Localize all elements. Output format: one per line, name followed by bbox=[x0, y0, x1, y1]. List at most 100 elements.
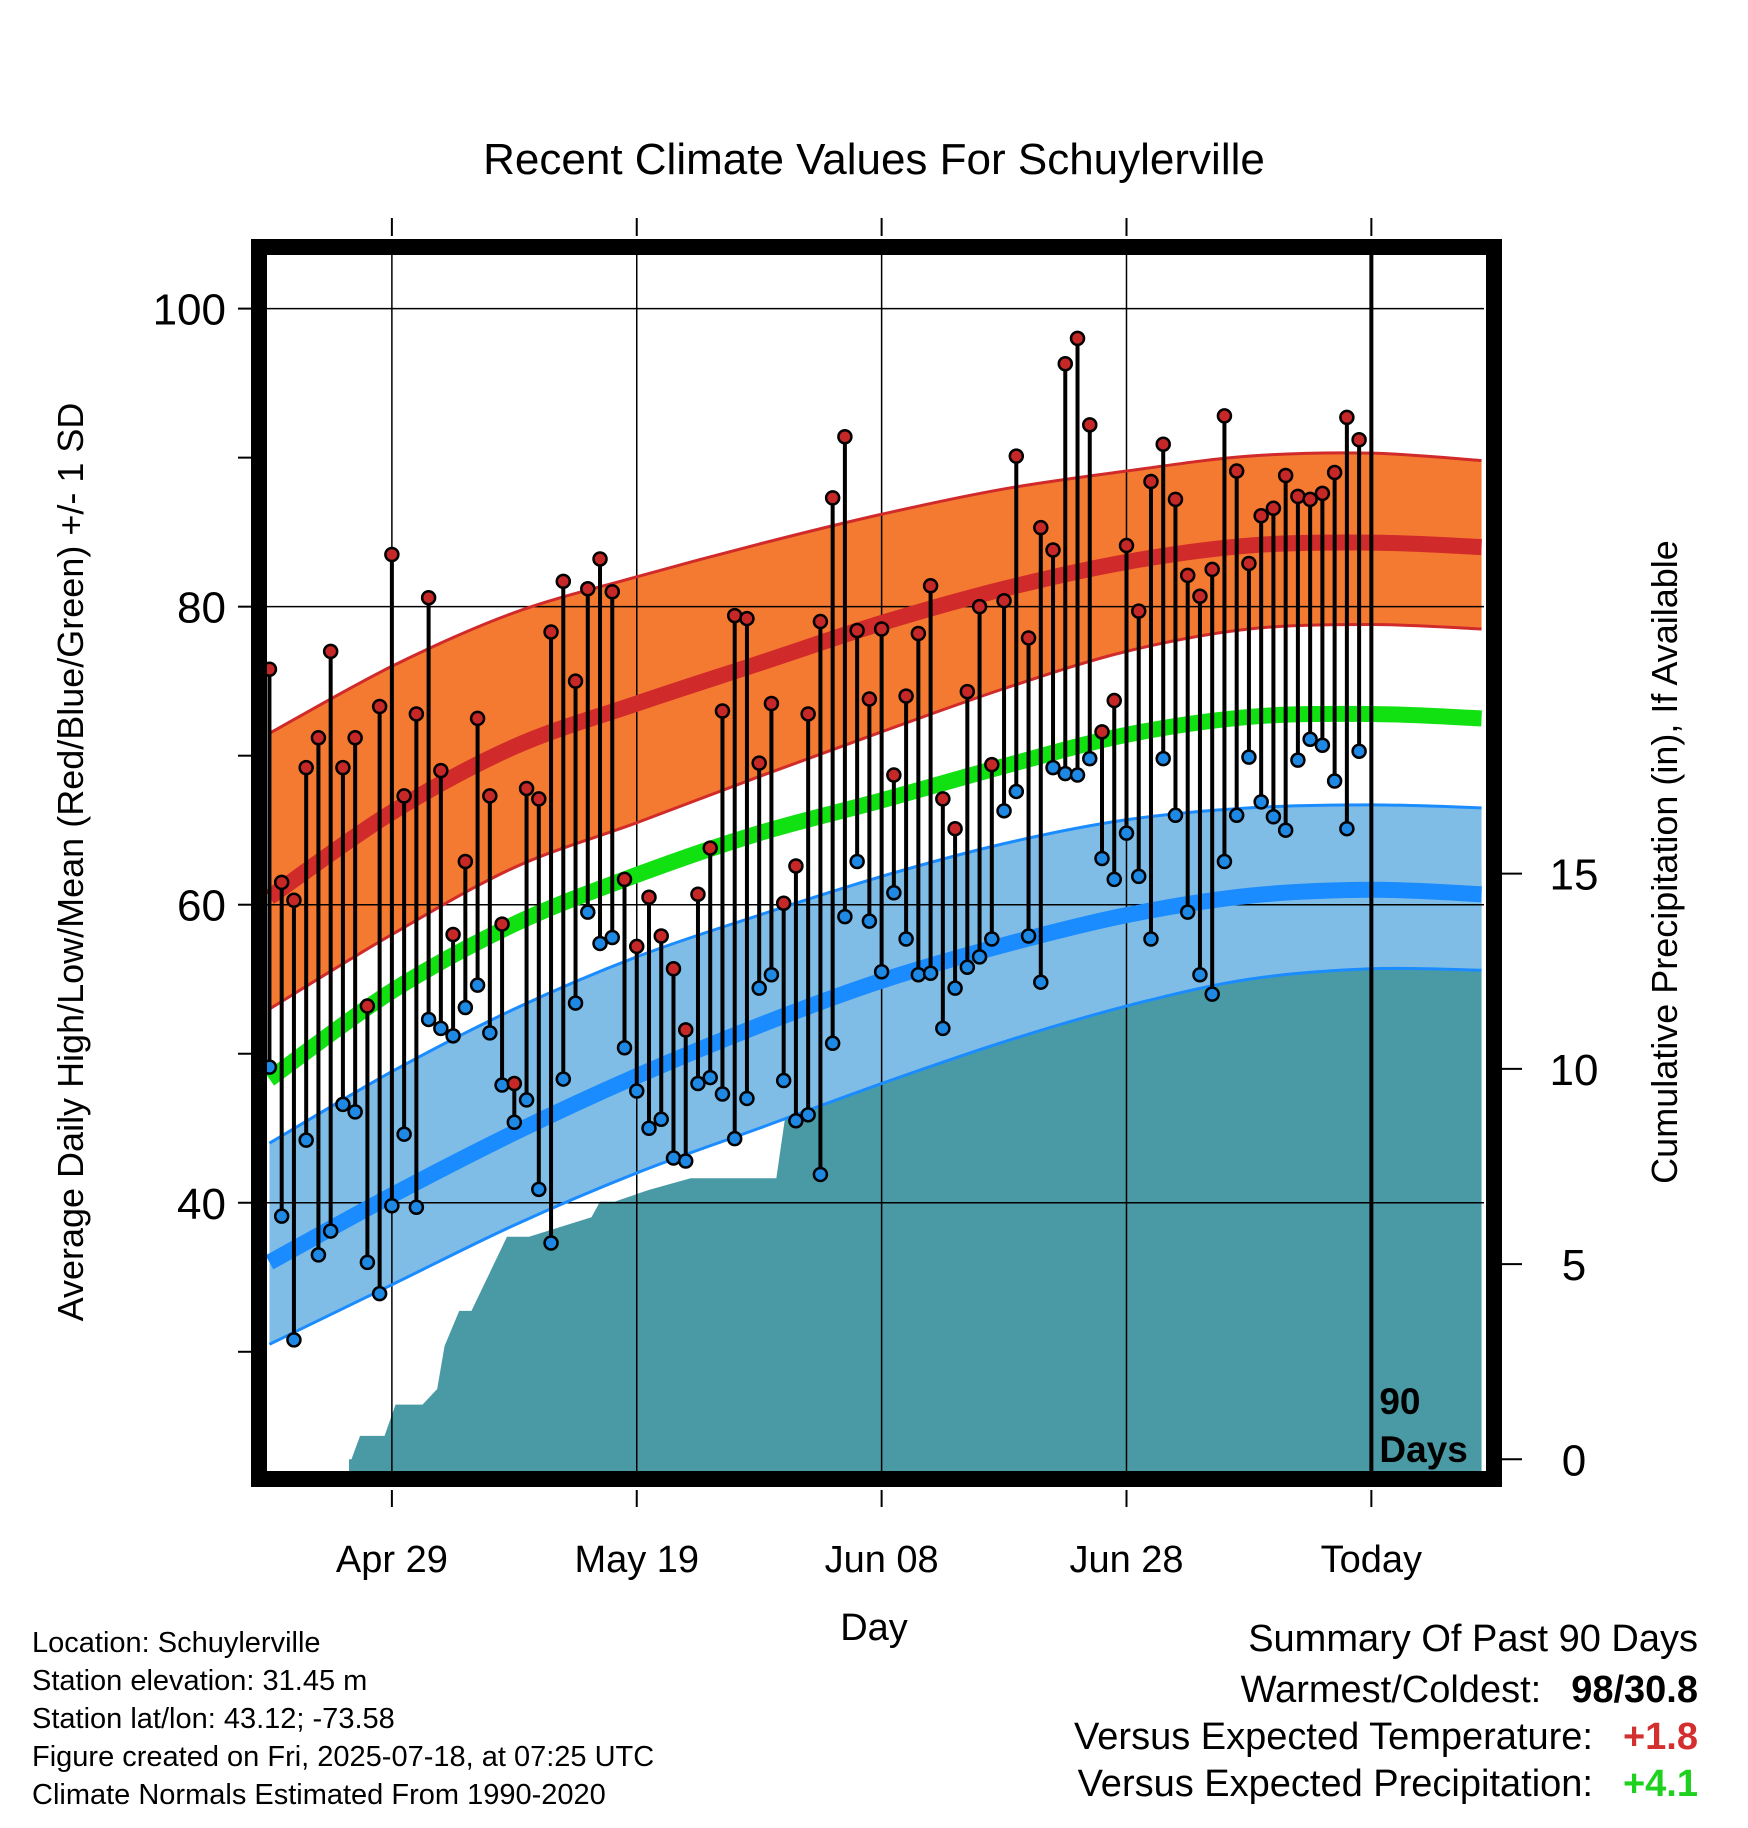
low-point-27 bbox=[592, 935, 608, 952]
low-point-39 bbox=[739, 1090, 755, 1107]
high-point-36 bbox=[702, 840, 718, 856]
low-point-40 bbox=[751, 980, 767, 996]
high-point-68 bbox=[1094, 724, 1110, 740]
y2-tick-label-5: 5 bbox=[1562, 1241, 1586, 1290]
low-point-23 bbox=[543, 1235, 559, 1251]
high-point-32 bbox=[653, 928, 669, 944]
summary-warmest-value: 98/30.8 bbox=[1571, 1669, 1698, 1711]
low-point-76 bbox=[1192, 966, 1208, 983]
high-point-8 bbox=[359, 998, 376, 1014]
low-point-87 bbox=[1326, 773, 1343, 789]
info-normals: Climate Normals Estimated From 1990-2020 bbox=[32, 1779, 606, 1811]
high-point-55 bbox=[935, 791, 951, 807]
low-point-10 bbox=[384, 1197, 400, 1214]
high-point-83 bbox=[1277, 467, 1294, 484]
low-point-65 bbox=[1057, 765, 1074, 782]
high-point-3 bbox=[298, 759, 314, 776]
high-sd-band bbox=[269, 452, 1482, 1010]
low-point-59 bbox=[984, 931, 1000, 947]
low-point-8 bbox=[359, 1254, 376, 1271]
today-label-days-count: 90 bbox=[1379, 1381, 1420, 1422]
high-point-82 bbox=[1265, 500, 1282, 517]
low-point-16 bbox=[457, 999, 474, 1016]
high-point-1 bbox=[273, 874, 290, 891]
low-point-72 bbox=[1143, 931, 1159, 947]
low-point-62 bbox=[1020, 928, 1037, 944]
y2-tick-label-15: 15 bbox=[1550, 851, 1599, 900]
low-point-53 bbox=[910, 966, 927, 983]
high-point-47 bbox=[837, 429, 853, 445]
low-point-29 bbox=[616, 1040, 633, 1056]
x-tick-label-10: Apr 29 bbox=[336, 1539, 448, 1581]
low-point-43 bbox=[788, 1113, 804, 1129]
low-point-45 bbox=[812, 1166, 829, 1183]
high-point-69 bbox=[1106, 692, 1122, 709]
low-point-80 bbox=[1241, 749, 1257, 765]
low-point-46 bbox=[824, 1035, 841, 1052]
summary-precip-row: Versus Expected Precipitation: +4.1 bbox=[1074, 1763, 1698, 1806]
summary-temp-value: +1.8 bbox=[1622, 1716, 1698, 1758]
high-point-16 bbox=[457, 853, 474, 870]
low-point-15 bbox=[445, 1028, 461, 1044]
low-point-49 bbox=[861, 913, 878, 929]
high-point-5 bbox=[322, 643, 339, 660]
high-point-53 bbox=[910, 625, 927, 642]
high-point-18 bbox=[482, 788, 498, 804]
high-point-12 bbox=[408, 706, 425, 722]
low-point-78 bbox=[1216, 853, 1233, 870]
high-point-37 bbox=[714, 703, 731, 719]
precip-area bbox=[349, 869, 1482, 1471]
low-point-12 bbox=[408, 1199, 425, 1215]
station-info: Location: Schuylerville Station elevatio… bbox=[32, 1624, 654, 1814]
low-point-55 bbox=[935, 1020, 951, 1037]
high-point-21 bbox=[518, 780, 535, 797]
low-point-81 bbox=[1253, 794, 1269, 810]
high-upper-edge bbox=[268, 451, 1482, 735]
low-point-18 bbox=[482, 1025, 498, 1041]
low-point-7 bbox=[347, 1104, 363, 1120]
low-point-86 bbox=[1314, 737, 1331, 754]
high-point-45 bbox=[812, 613, 829, 630]
high-point-58 bbox=[971, 598, 988, 615]
low-point-21 bbox=[518, 1092, 535, 1108]
low-point-34 bbox=[677, 1153, 694, 1169]
high-point-17 bbox=[469, 710, 486, 727]
high-point-11 bbox=[396, 788, 412, 804]
high-point-86 bbox=[1314, 485, 1331, 502]
today-label-days: Days bbox=[1379, 1429, 1467, 1470]
low-lower-edge bbox=[268, 966, 1482, 1346]
y2-tick-label-10: 10 bbox=[1550, 1046, 1599, 1095]
high-point-13 bbox=[420, 589, 437, 606]
low-point-60 bbox=[996, 803, 1012, 819]
low-point-84 bbox=[1290, 752, 1306, 768]
y-tick-label-100: 100 bbox=[153, 286, 226, 335]
summary-warmest-row: Warmest/Coldest: 98/30.8 bbox=[1074, 1669, 1698, 1712]
high-point-62 bbox=[1020, 630, 1037, 646]
high-point-35 bbox=[690, 886, 706, 903]
high-point-33 bbox=[665, 961, 682, 977]
high-point-57 bbox=[959, 683, 976, 700]
low-point-30 bbox=[629, 1083, 645, 1099]
low-point-66 bbox=[1069, 767, 1086, 783]
low-point-77 bbox=[1204, 986, 1220, 1002]
y2-tick-label-0: 0 bbox=[1562, 1436, 1586, 1485]
low-point-51 bbox=[886, 885, 902, 901]
high-point-49 bbox=[861, 691, 878, 707]
high-point-43 bbox=[788, 858, 804, 874]
low-point-20 bbox=[506, 1114, 523, 1131]
high-point-65 bbox=[1057, 355, 1074, 372]
high-point-31 bbox=[641, 889, 657, 906]
high-point-66 bbox=[1069, 330, 1086, 347]
high-point-25 bbox=[567, 673, 584, 689]
low-point-32 bbox=[653, 1111, 669, 1128]
low-point-69 bbox=[1106, 871, 1122, 888]
low-point-54 bbox=[922, 965, 939, 982]
chart-title: Recent Climate Values For Schuylerville bbox=[483, 135, 1265, 184]
low-point-88 bbox=[1339, 820, 1355, 837]
low-point-22 bbox=[531, 1181, 547, 1198]
high-point-51 bbox=[886, 767, 902, 783]
low-point-79 bbox=[1228, 807, 1245, 824]
high-point-40 bbox=[751, 755, 767, 771]
low-point-83 bbox=[1277, 822, 1294, 838]
low-point-41 bbox=[763, 966, 780, 983]
